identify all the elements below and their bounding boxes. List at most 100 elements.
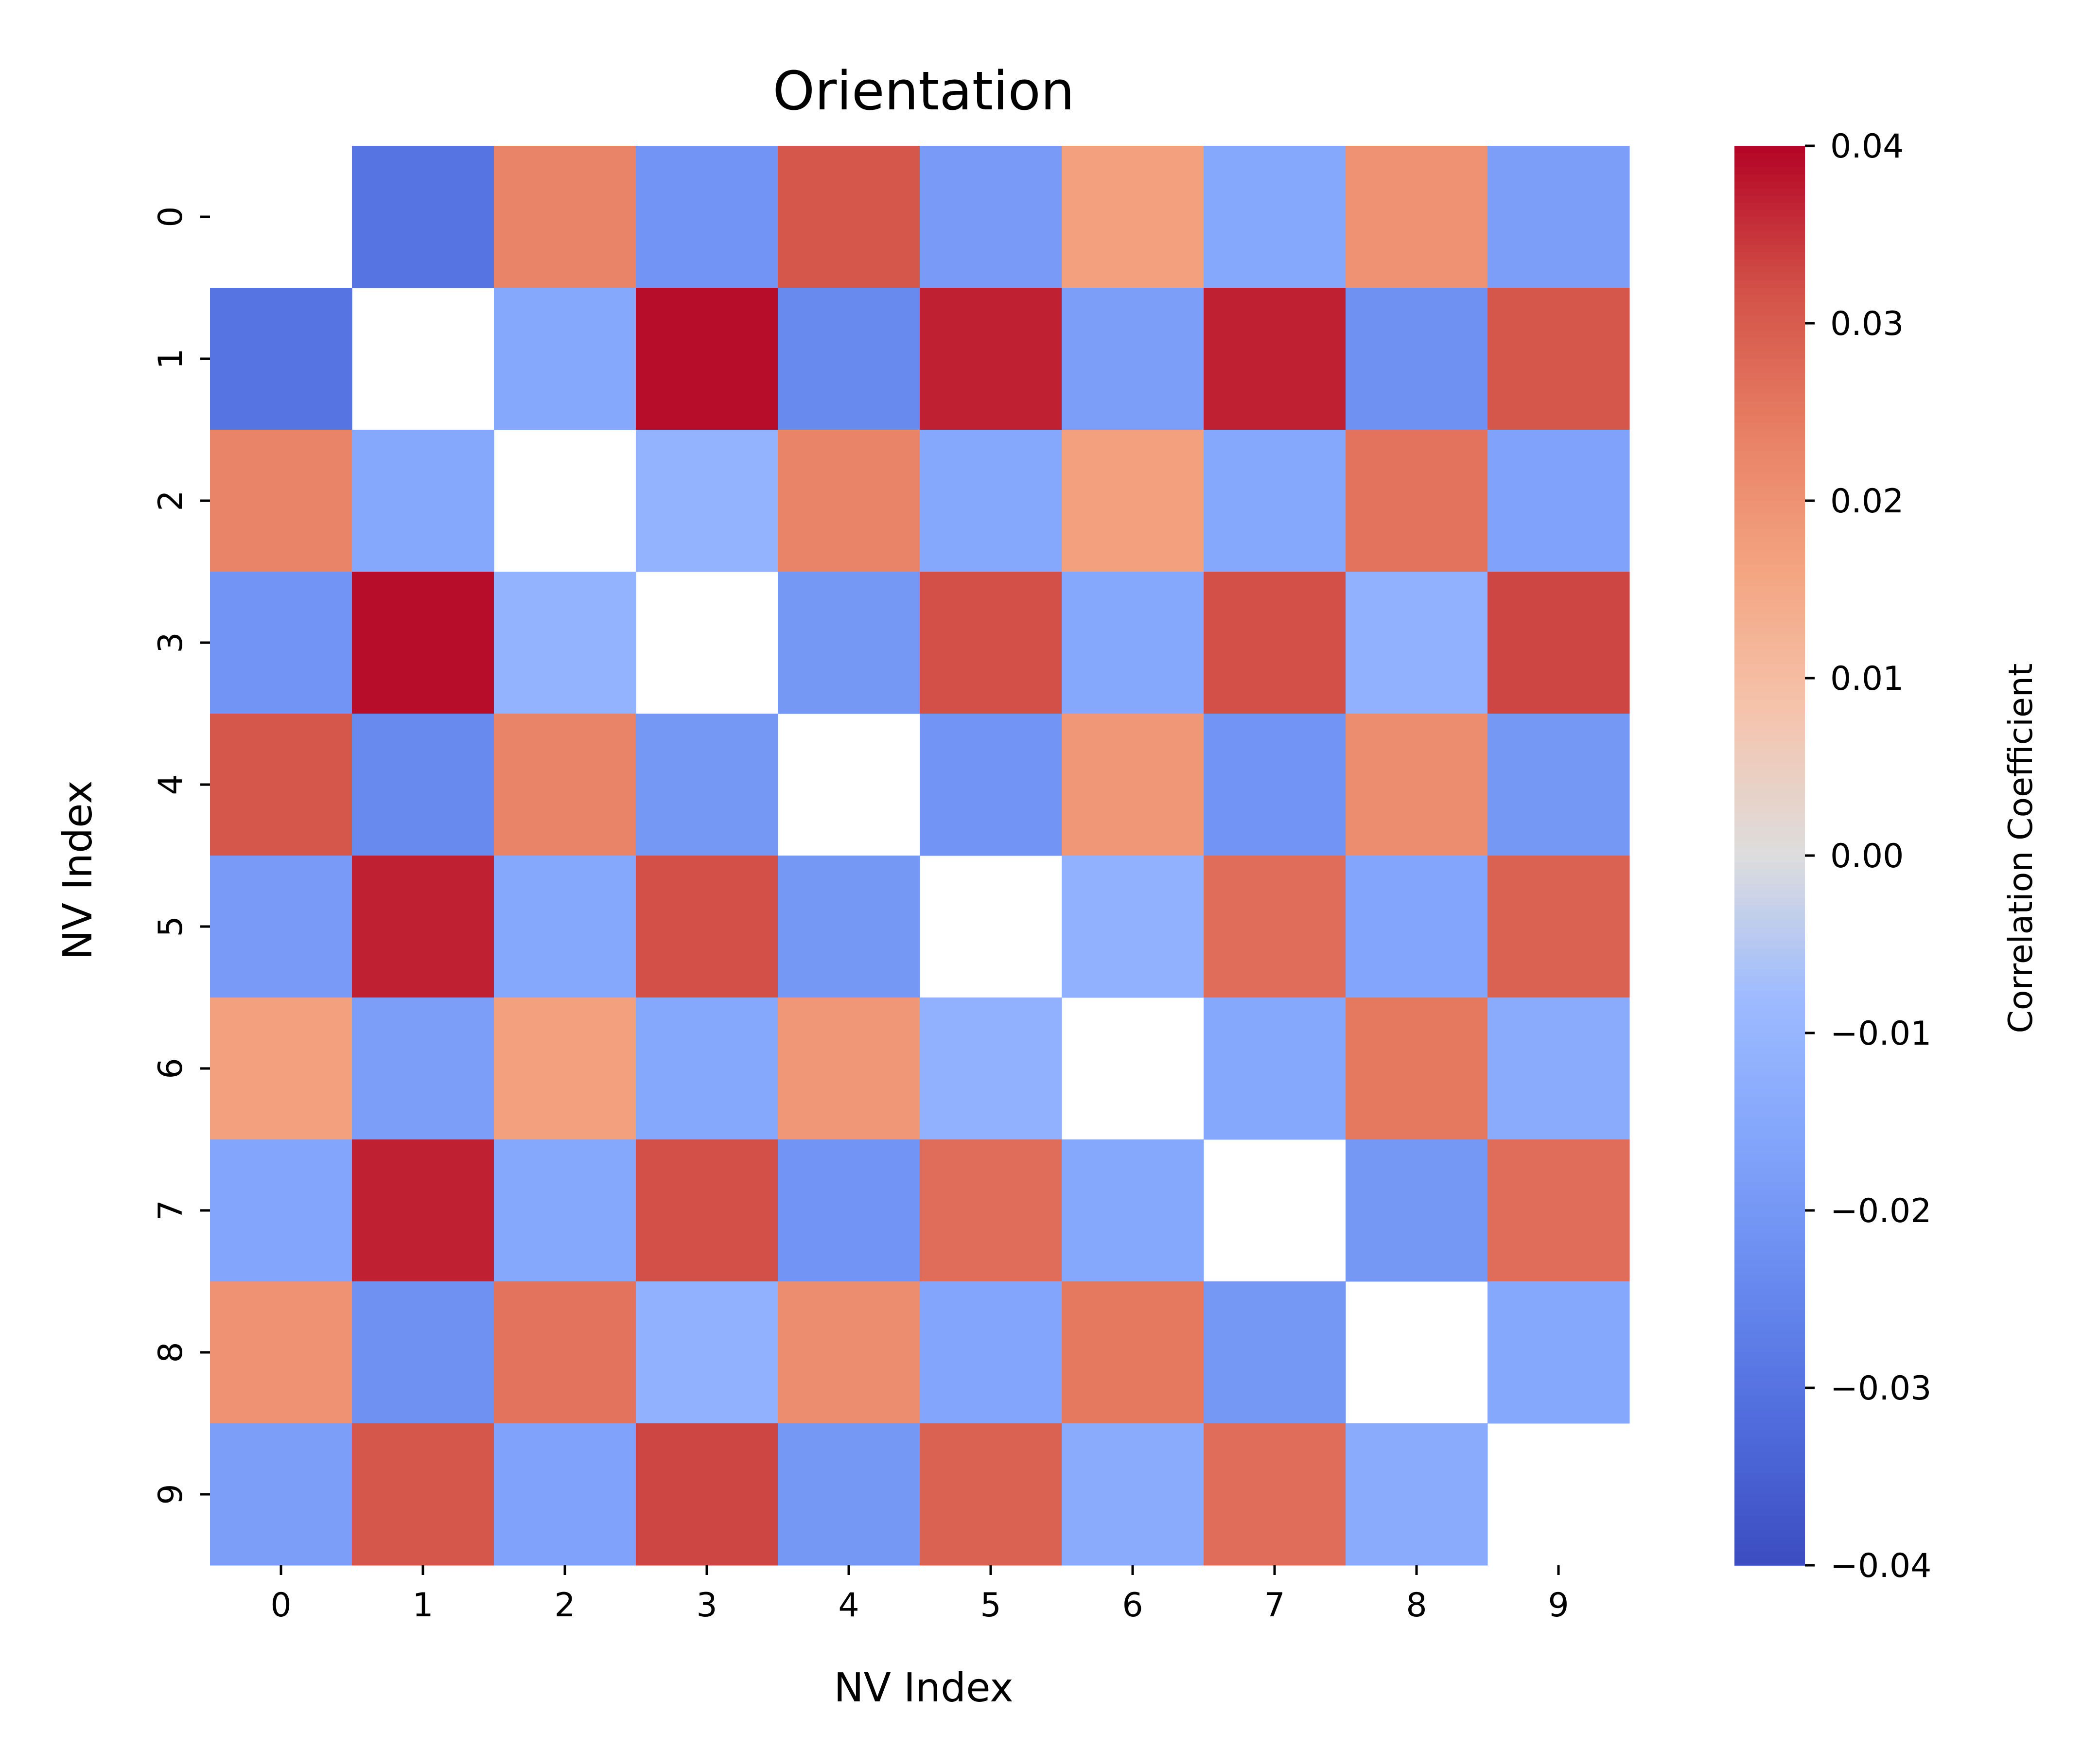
colorbar-segment: [1734, 799, 1805, 806]
heatmap-cell: [352, 1139, 494, 1282]
colorbar-segment: [1734, 1373, 1805, 1382]
colorbar-segment: [1734, 1075, 1805, 1083]
colorbar-segment: [1734, 337, 1805, 345]
heatmap-cell: [1062, 288, 1204, 430]
colorbar-segment: [1734, 1104, 1805, 1112]
colorbar-segment: [1734, 238, 1805, 246]
colorbar-segment: [1734, 1288, 1805, 1296]
colorbar-segment: [1734, 891, 1805, 899]
heatmap-cell: [1062, 856, 1204, 998]
heatmap-cell: [1346, 856, 1488, 998]
colorbar-segment: [1734, 451, 1805, 459]
heatmap-cell: [636, 1423, 778, 1566]
colorbar-segment: [1734, 1473, 1805, 1481]
heatmap-cell: [210, 1281, 352, 1424]
colorbar-segment: [1734, 572, 1805, 579]
heatmap-cell: [920, 1139, 1062, 1282]
colorbar-segment: [1734, 1338, 1805, 1346]
colorbar-segment: [1734, 1118, 1805, 1126]
colorbar-segment: [1734, 1203, 1805, 1211]
heatmap-cell: [1488, 856, 1630, 998]
colorbar-segment: [1734, 749, 1805, 757]
colorbar-segment: [1734, 394, 1805, 402]
heatmap-cell: [1346, 998, 1488, 1140]
colorbar-segment: [1734, 777, 1805, 785]
heatmap-cell: [1346, 146, 1488, 288]
colorbar-segment: [1734, 664, 1805, 672]
colorbar-segment: [1734, 359, 1805, 367]
colorbar-tick-label: 0.03: [1830, 305, 1904, 343]
heatmap-cell: [636, 430, 778, 572]
heatmap-cell: [1488, 1281, 1630, 1424]
heatmap-cell: [1488, 288, 1630, 430]
heatmap-cell: [1488, 430, 1630, 572]
heatmap-cell: [494, 1139, 636, 1282]
heatmap-cell: [1204, 1423, 1346, 1566]
colorbar-segment: [1734, 252, 1805, 260]
heatmap-cell: [1204, 430, 1346, 572]
colorbar-segment: [1734, 224, 1805, 231]
heatmap-cell: [1062, 146, 1204, 288]
colorbar-segment: [1734, 628, 1805, 636]
heatmap-cell: [920, 146, 1062, 288]
colorbar-segment: [1734, 508, 1805, 515]
colorbar-segment: [1734, 1026, 1805, 1033]
colorbar-segment: [1734, 791, 1805, 799]
heatmap-cell: [210, 856, 352, 998]
heatmap-cell: [1204, 714, 1346, 856]
colorbar-segment: [1734, 1253, 1805, 1260]
colorbar-tick-label: 0.02: [1830, 482, 1904, 521]
colorbar-segment: [1734, 1452, 1805, 1459]
colorbar-segment: [1734, 1189, 1805, 1197]
colorbar-segment: [1734, 1317, 1805, 1325]
colorbar-segment: [1734, 522, 1805, 530]
colorbar-segment: [1734, 437, 1805, 444]
y-tick-label: 2: [152, 490, 190, 511]
colorbar-segment: [1734, 578, 1805, 586]
colorbar-segment: [1734, 621, 1805, 629]
colorbar-segment: [1734, 1331, 1805, 1339]
heatmap-cell: [494, 856, 636, 998]
heatmap-cell: [920, 1281, 1062, 1424]
heatmap-cell: [1062, 430, 1204, 572]
heatmap-cell: [210, 1423, 352, 1566]
colorbar-segment: [1734, 387, 1805, 395]
colorbar-segment: [1734, 1111, 1805, 1119]
colorbar-segment: [1734, 1366, 1805, 1374]
colorbar-segment: [1734, 1466, 1805, 1473]
heatmap-cell: [636, 856, 778, 998]
heatmap-cell: [778, 1281, 920, 1424]
y-axis-label: NV Index: [55, 780, 101, 960]
colorbar-segment: [1734, 266, 1805, 274]
colorbar-segment: [1734, 1359, 1805, 1367]
chart-title: Orientation: [772, 60, 1074, 122]
colorbar-segment: [1734, 1054, 1805, 1062]
x-axis-label: NV Index: [834, 1665, 1013, 1711]
colorbar-segment: [1734, 1459, 1805, 1467]
y-tick-label: 5: [152, 916, 190, 937]
colorbar-segment: [1734, 742, 1805, 750]
colorbar-segment: [1734, 955, 1805, 962]
colorbar-segment: [1734, 529, 1805, 537]
colorbar-segment: [1734, 614, 1805, 622]
colorbar-segment: [1734, 785, 1805, 792]
colorbar-segment: [1734, 486, 1805, 494]
x-tick-label: 0: [270, 1586, 291, 1625]
colorbar-segment: [1734, 657, 1805, 665]
heatmap-cell: [494, 1423, 636, 1566]
colorbar-segment: [1734, 373, 1805, 381]
colorbar-segment: [1734, 1040, 1805, 1048]
colorbar-segment: [1734, 1154, 1805, 1161]
colorbar-segment: [1734, 1402, 1805, 1410]
x-tick-label: 4: [838, 1586, 859, 1625]
colorbar-segment: [1734, 564, 1805, 572]
y-tick-label: 8: [152, 1342, 190, 1363]
heatmap-cell: [778, 146, 920, 288]
colorbar-segment: [1734, 1061, 1805, 1069]
colorbar-segment: [1734, 870, 1805, 877]
colorbar-segment: [1734, 714, 1805, 721]
colorbar-segment: [1734, 1508, 1805, 1516]
colorbar-segment: [1734, 699, 1805, 707]
colorbar-segment: [1734, 1267, 1805, 1275]
colorbar-segment: [1734, 1444, 1805, 1452]
